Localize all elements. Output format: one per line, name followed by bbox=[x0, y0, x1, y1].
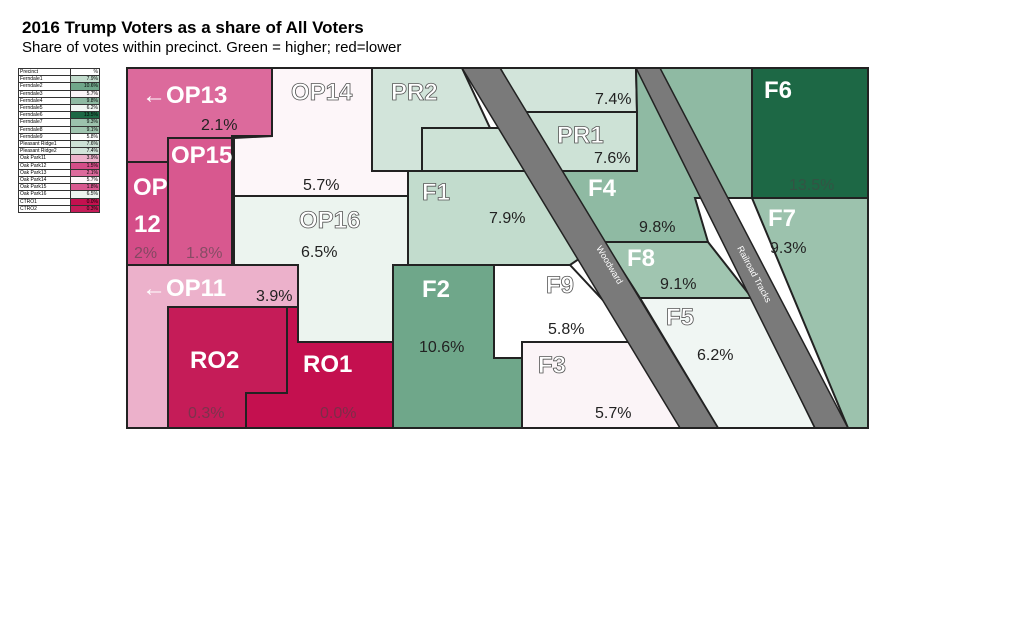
legend-precinct-value: 1.8% bbox=[70, 183, 100, 192]
op12-percent: 2% bbox=[134, 245, 157, 262]
legend-precinct-value: 7.6% bbox=[70, 140, 100, 149]
legend-row: Oak Park14 5.7% bbox=[18, 176, 100, 185]
f9-percent: 5.8% bbox=[548, 321, 584, 338]
legend-row: Oak Park12 1.5% bbox=[18, 161, 100, 170]
op14-label: OP14 bbox=[291, 79, 353, 106]
legend-precinct-value: 2.1% bbox=[70, 168, 100, 178]
legend-row: Ferndale9 5.8% bbox=[18, 132, 100, 142]
op12-label-line2: 12 bbox=[134, 211, 161, 238]
map-subtitle: Share of votes within precinct. Green = … bbox=[22, 39, 402, 56]
legend-row: Oak Park15 1.8% bbox=[18, 183, 100, 192]
f8-label: F8 bbox=[627, 245, 655, 272]
precinct-op15[interactable] bbox=[167, 137, 233, 266]
legend-precinct-value: 0.0% bbox=[70, 197, 100, 206]
legend-precinct-value: 13.5% bbox=[70, 111, 100, 120]
legend-row: Oak Park13 2.1% bbox=[18, 168, 100, 178]
pr1-percent: 7.6% bbox=[594, 150, 630, 167]
pr2-percent: 7.4% bbox=[595, 91, 631, 108]
f5-label: F5 bbox=[666, 304, 694, 331]
legend-precinct-value: 10.6% bbox=[70, 82, 100, 91]
f3-label: F3 bbox=[538, 352, 566, 379]
legend-row: Oak Park11 3.9% bbox=[18, 154, 100, 163]
f3-percent: 5.7% bbox=[595, 405, 631, 422]
f4-percent: 9.8% bbox=[639, 219, 675, 236]
f7-percent: 9.3% bbox=[770, 240, 806, 257]
f9-label: F9 bbox=[546, 272, 574, 299]
legend-precinct-value: 1.5% bbox=[70, 161, 100, 170]
legend-precinct-value: 7.4% bbox=[70, 147, 100, 156]
f1-label: F1 bbox=[422, 179, 450, 206]
ro2-percent: 0.3% bbox=[188, 405, 224, 422]
ro1-percent: 0.0% bbox=[320, 405, 356, 422]
legend-precinct-value: 5.8% bbox=[70, 132, 100, 142]
ro2-label: RO2 bbox=[190, 347, 239, 374]
legend-row: CTRO1 0.0% bbox=[18, 197, 100, 206]
legend-precinct-value: 9.1% bbox=[70, 125, 100, 134]
op13-label: ←OP13 bbox=[142, 82, 227, 109]
legend-row: Oak Park16 6.5% bbox=[18, 190, 100, 199]
pr1-label: PR1 bbox=[557, 122, 604, 149]
legend-precinct-value: 3.9% bbox=[70, 154, 100, 163]
f1-percent: 7.9% bbox=[489, 210, 525, 227]
f8-percent: 9.1% bbox=[660, 276, 696, 293]
f6-label: F6 bbox=[764, 77, 792, 104]
legend-precinct-value: 0.3% bbox=[70, 204, 100, 214]
f2-percent: 10.6% bbox=[419, 339, 464, 356]
op13-percent: 2.1% bbox=[201, 117, 237, 134]
legend-precinct-value: 5.7% bbox=[70, 176, 100, 185]
legend-row: Pleasant Ridge1 7.6% bbox=[18, 140, 100, 149]
f4-label: F4 bbox=[588, 175, 617, 202]
map-title: 2016 Trump Voters as a share of All Vote… bbox=[22, 18, 364, 37]
op12-label-line1: OP bbox=[133, 174, 168, 201]
legend-row: Ferndale8 9.1% bbox=[18, 125, 100, 134]
op14-percent: 5.7% bbox=[303, 177, 339, 194]
ro1-label: RO1 bbox=[303, 351, 352, 378]
f7-label: F7 bbox=[768, 205, 796, 232]
pr2-label: PR2 bbox=[391, 79, 438, 106]
f5-percent: 6.2% bbox=[697, 347, 733, 364]
op15-percent: 1.8% bbox=[186, 245, 222, 262]
precinct-legend-table: Precinct % Ferndale1 7.9% Ferndale2 10.6% Fe… bbox=[18, 67, 100, 214]
legend-row: Pleasant Ridge2 7.4% bbox=[18, 147, 100, 156]
op16-percent: 6.5% bbox=[301, 244, 337, 261]
f2-label: F2 bbox=[422, 276, 450, 303]
op15-label: OP15 bbox=[171, 142, 232, 169]
legend-row: CTRO2 0.3% bbox=[18, 204, 100, 214]
op11-percent: 3.9% bbox=[256, 288, 292, 305]
op16-label: OP16 bbox=[299, 207, 360, 234]
legend-precinct-value: 6.5% bbox=[70, 190, 100, 199]
f6-percent: 13.5% bbox=[789, 177, 834, 194]
op11-label: ←OP11 bbox=[142, 275, 226, 302]
